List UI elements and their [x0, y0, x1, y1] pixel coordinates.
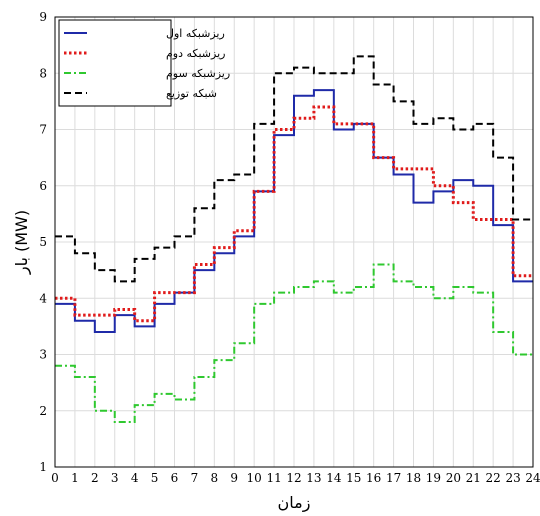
legend-box	[58, 19, 172, 107]
y-tick-label: 4	[39, 291, 47, 305]
x-tick-label: 20	[446, 471, 461, 485]
x-tick-label: 7	[191, 471, 199, 485]
y-tick-label: 3	[39, 348, 47, 362]
y-tick-label: 1	[39, 460, 47, 474]
series-group	[55, 55, 533, 423]
x-tick-label: 19	[426, 471, 441, 485]
x-tick-label: 2	[91, 471, 99, 485]
x-tick-label: 6	[171, 471, 179, 485]
x-tick-label: 22	[486, 471, 501, 485]
series-line-3	[55, 263, 533, 423]
x-tick-label: 5	[151, 471, 159, 485]
plot-frame	[54, 16, 534, 468]
legend-label-1: ریزشبکه اول	[166, 27, 225, 40]
x-tick-label: 21	[466, 471, 481, 485]
x-tick-label: 3	[111, 471, 119, 485]
legend-label-2: ریزشبکه دوم	[166, 47, 225, 60]
y-tick-label: 2	[39, 404, 47, 418]
y-tick-label: 5	[39, 235, 47, 249]
x-tick-label: 23	[505, 471, 520, 485]
x-axis-label: زمان	[278, 493, 311, 513]
y-tick-label: 8	[39, 66, 47, 80]
x-tick-label: 9	[230, 471, 238, 485]
x-tick-label: 0	[51, 471, 59, 485]
legend: ریزشبکه اول ریزشبکه دوم ریزشبکه سوم شبکه تو…	[58, 19, 230, 107]
legend-label-3: ریزشبکه سوم	[166, 67, 230, 80]
x-tick-label: 16	[366, 471, 381, 485]
x-tick-label: 15	[346, 471, 361, 485]
x-tick-label: 24	[525, 471, 540, 485]
legend-label-4: شبکه توزیع	[166, 87, 217, 100]
x-tick-label: 4	[131, 471, 139, 485]
y-axis-label: بار (MW)	[12, 210, 32, 275]
x-tick-label: 18	[406, 471, 421, 485]
x-tick-label: 11	[266, 471, 281, 485]
x-tick-label: 8	[211, 471, 219, 485]
y-tick-label: 7	[39, 123, 47, 137]
x-tick-label: 10	[247, 471, 262, 485]
x-tick-label: 17	[386, 471, 401, 485]
tick-labels: 0 1 2 3 4 5 6 7 8 9 10 11 12 13 14 15 16 17 18 19 20 21 22 23 24…	[39, 10, 540, 485]
y-tick-label: 9	[39, 10, 47, 24]
x-tick-label: 1	[71, 471, 79, 485]
x-tick-label: 14	[326, 471, 342, 485]
x-tick-label: 13	[306, 471, 321, 485]
x-tick-label: 12	[286, 471, 301, 485]
series-line-1	[55, 89, 533, 333]
y-tick-label: 6	[39, 179, 47, 193]
